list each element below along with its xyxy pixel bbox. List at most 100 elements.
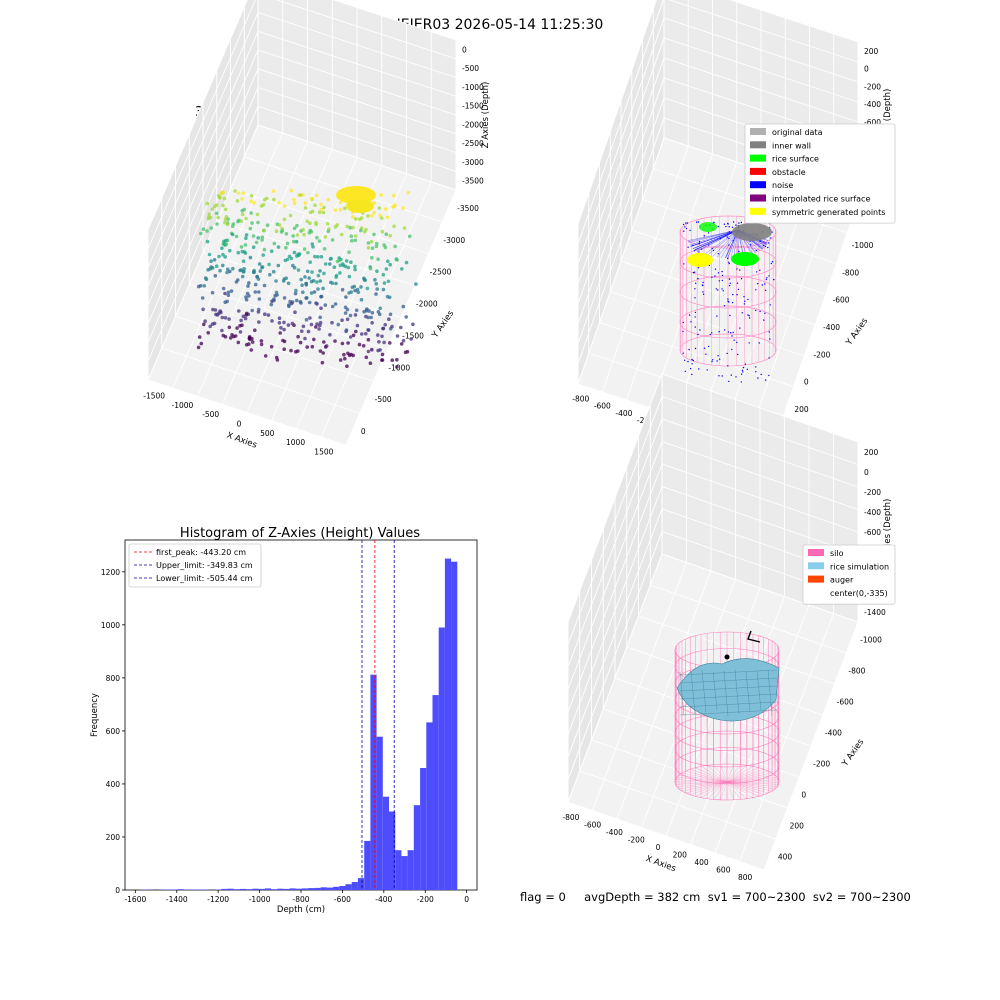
noise-point — [723, 223, 726, 225]
data-point — [304, 317, 309, 322]
data-point — [402, 226, 407, 230]
data-point — [204, 277, 209, 282]
data-point — [233, 189, 237, 193]
data-point — [381, 326, 386, 331]
data-point — [404, 260, 409, 265]
noise-point — [727, 365, 729, 367]
noise-point — [742, 371, 744, 373]
data-point — [226, 290, 231, 295]
silo-wire — [676, 777, 728, 783]
data-point — [411, 322, 415, 327]
histogram-bar — [196, 889, 203, 890]
data-point — [296, 268, 301, 272]
noise-point — [755, 249, 758, 252]
y-tick-label: 200 — [790, 822, 805, 831]
histogram-bar — [351, 882, 358, 890]
data-point — [310, 344, 315, 349]
noise-stroke — [704, 229, 739, 255]
legend-label: inner wall — [772, 141, 811, 150]
data-point — [207, 212, 211, 217]
data-point — [279, 326, 283, 330]
data-point — [380, 352, 385, 357]
data-point — [364, 355, 369, 360]
data-point — [249, 194, 254, 198]
legend-label: auger — [830, 576, 854, 585]
noise-point — [721, 288, 723, 290]
noise-point — [771, 261, 774, 263]
silo-wire — [678, 774, 728, 783]
surface-mesh — [679, 709, 778, 716]
auger-marker — [747, 630, 761, 643]
y-tick-label: 1200 — [101, 568, 120, 577]
noise-point — [694, 282, 697, 284]
noise-point — [757, 283, 759, 285]
data-point — [349, 260, 353, 265]
data-point — [252, 201, 256, 205]
histogram-bar — [339, 886, 346, 890]
data-point — [250, 221, 254, 225]
data-point — [400, 267, 404, 271]
data-point — [226, 293, 231, 298]
silo-wire — [720, 781, 728, 800]
noise-point — [747, 314, 749, 316]
data-point — [346, 341, 350, 345]
silo-wire — [706, 765, 728, 783]
noise-point — [719, 358, 721, 360]
data-point — [241, 191, 245, 195]
data-point — [251, 245, 256, 249]
noise-point — [723, 329, 726, 331]
data-point — [366, 246, 371, 250]
surface-mesh — [679, 671, 685, 717]
noise-point — [738, 222, 740, 224]
noise-point — [741, 312, 743, 314]
data-point — [391, 193, 396, 198]
data-point — [212, 321, 217, 326]
data-point — [369, 315, 374, 320]
histogram-bar — [227, 888, 234, 890]
noise-stroke — [694, 229, 739, 251]
y-axis-label: Y Axies — [844, 316, 871, 348]
noise-point — [715, 288, 717, 290]
data-point — [269, 249, 274, 253]
data-point — [236, 191, 241, 195]
data-point — [365, 286, 370, 291]
silo-wire — [726, 781, 764, 795]
z-tick-label: 0 — [462, 45, 467, 54]
data-point — [223, 220, 227, 225]
surface-mesh — [679, 693, 778, 700]
data-point — [322, 271, 326, 276]
data-point — [380, 334, 384, 339]
data-point — [301, 228, 305, 232]
data-point — [208, 267, 212, 271]
noise-point — [760, 373, 762, 376]
data-point — [246, 284, 250, 288]
noise-point — [728, 380, 730, 383]
surface-mesh — [679, 677, 778, 684]
data-point — [248, 336, 252, 340]
data-point — [293, 310, 297, 315]
gridline — [599, 322, 794, 387]
data-point — [376, 257, 380, 262]
data-point — [223, 217, 228, 222]
noise-point — [767, 242, 770, 244]
y-tick-label: -400 — [825, 729, 842, 738]
z-tick-label: -400 — [864, 508, 881, 517]
data-point — [359, 216, 364, 220]
z-tick-label: -200 — [864, 82, 881, 91]
z-tick-label: -1400 — [864, 608, 886, 617]
y-tick-label: -1000 — [852, 241, 874, 250]
data-point — [303, 206, 308, 210]
data-point — [321, 351, 326, 355]
data-point — [373, 278, 377, 282]
noise-point — [765, 289, 767, 291]
data-point — [316, 254, 320, 259]
histogram-bar — [140, 889, 147, 890]
data-point — [354, 329, 358, 334]
noise-point — [736, 341, 738, 344]
data-point — [334, 281, 338, 286]
data-point — [259, 339, 264, 343]
data-point — [201, 307, 205, 312]
histogram-bar — [420, 768, 427, 890]
surface-mesh — [679, 701, 778, 708]
data-point — [229, 289, 234, 293]
